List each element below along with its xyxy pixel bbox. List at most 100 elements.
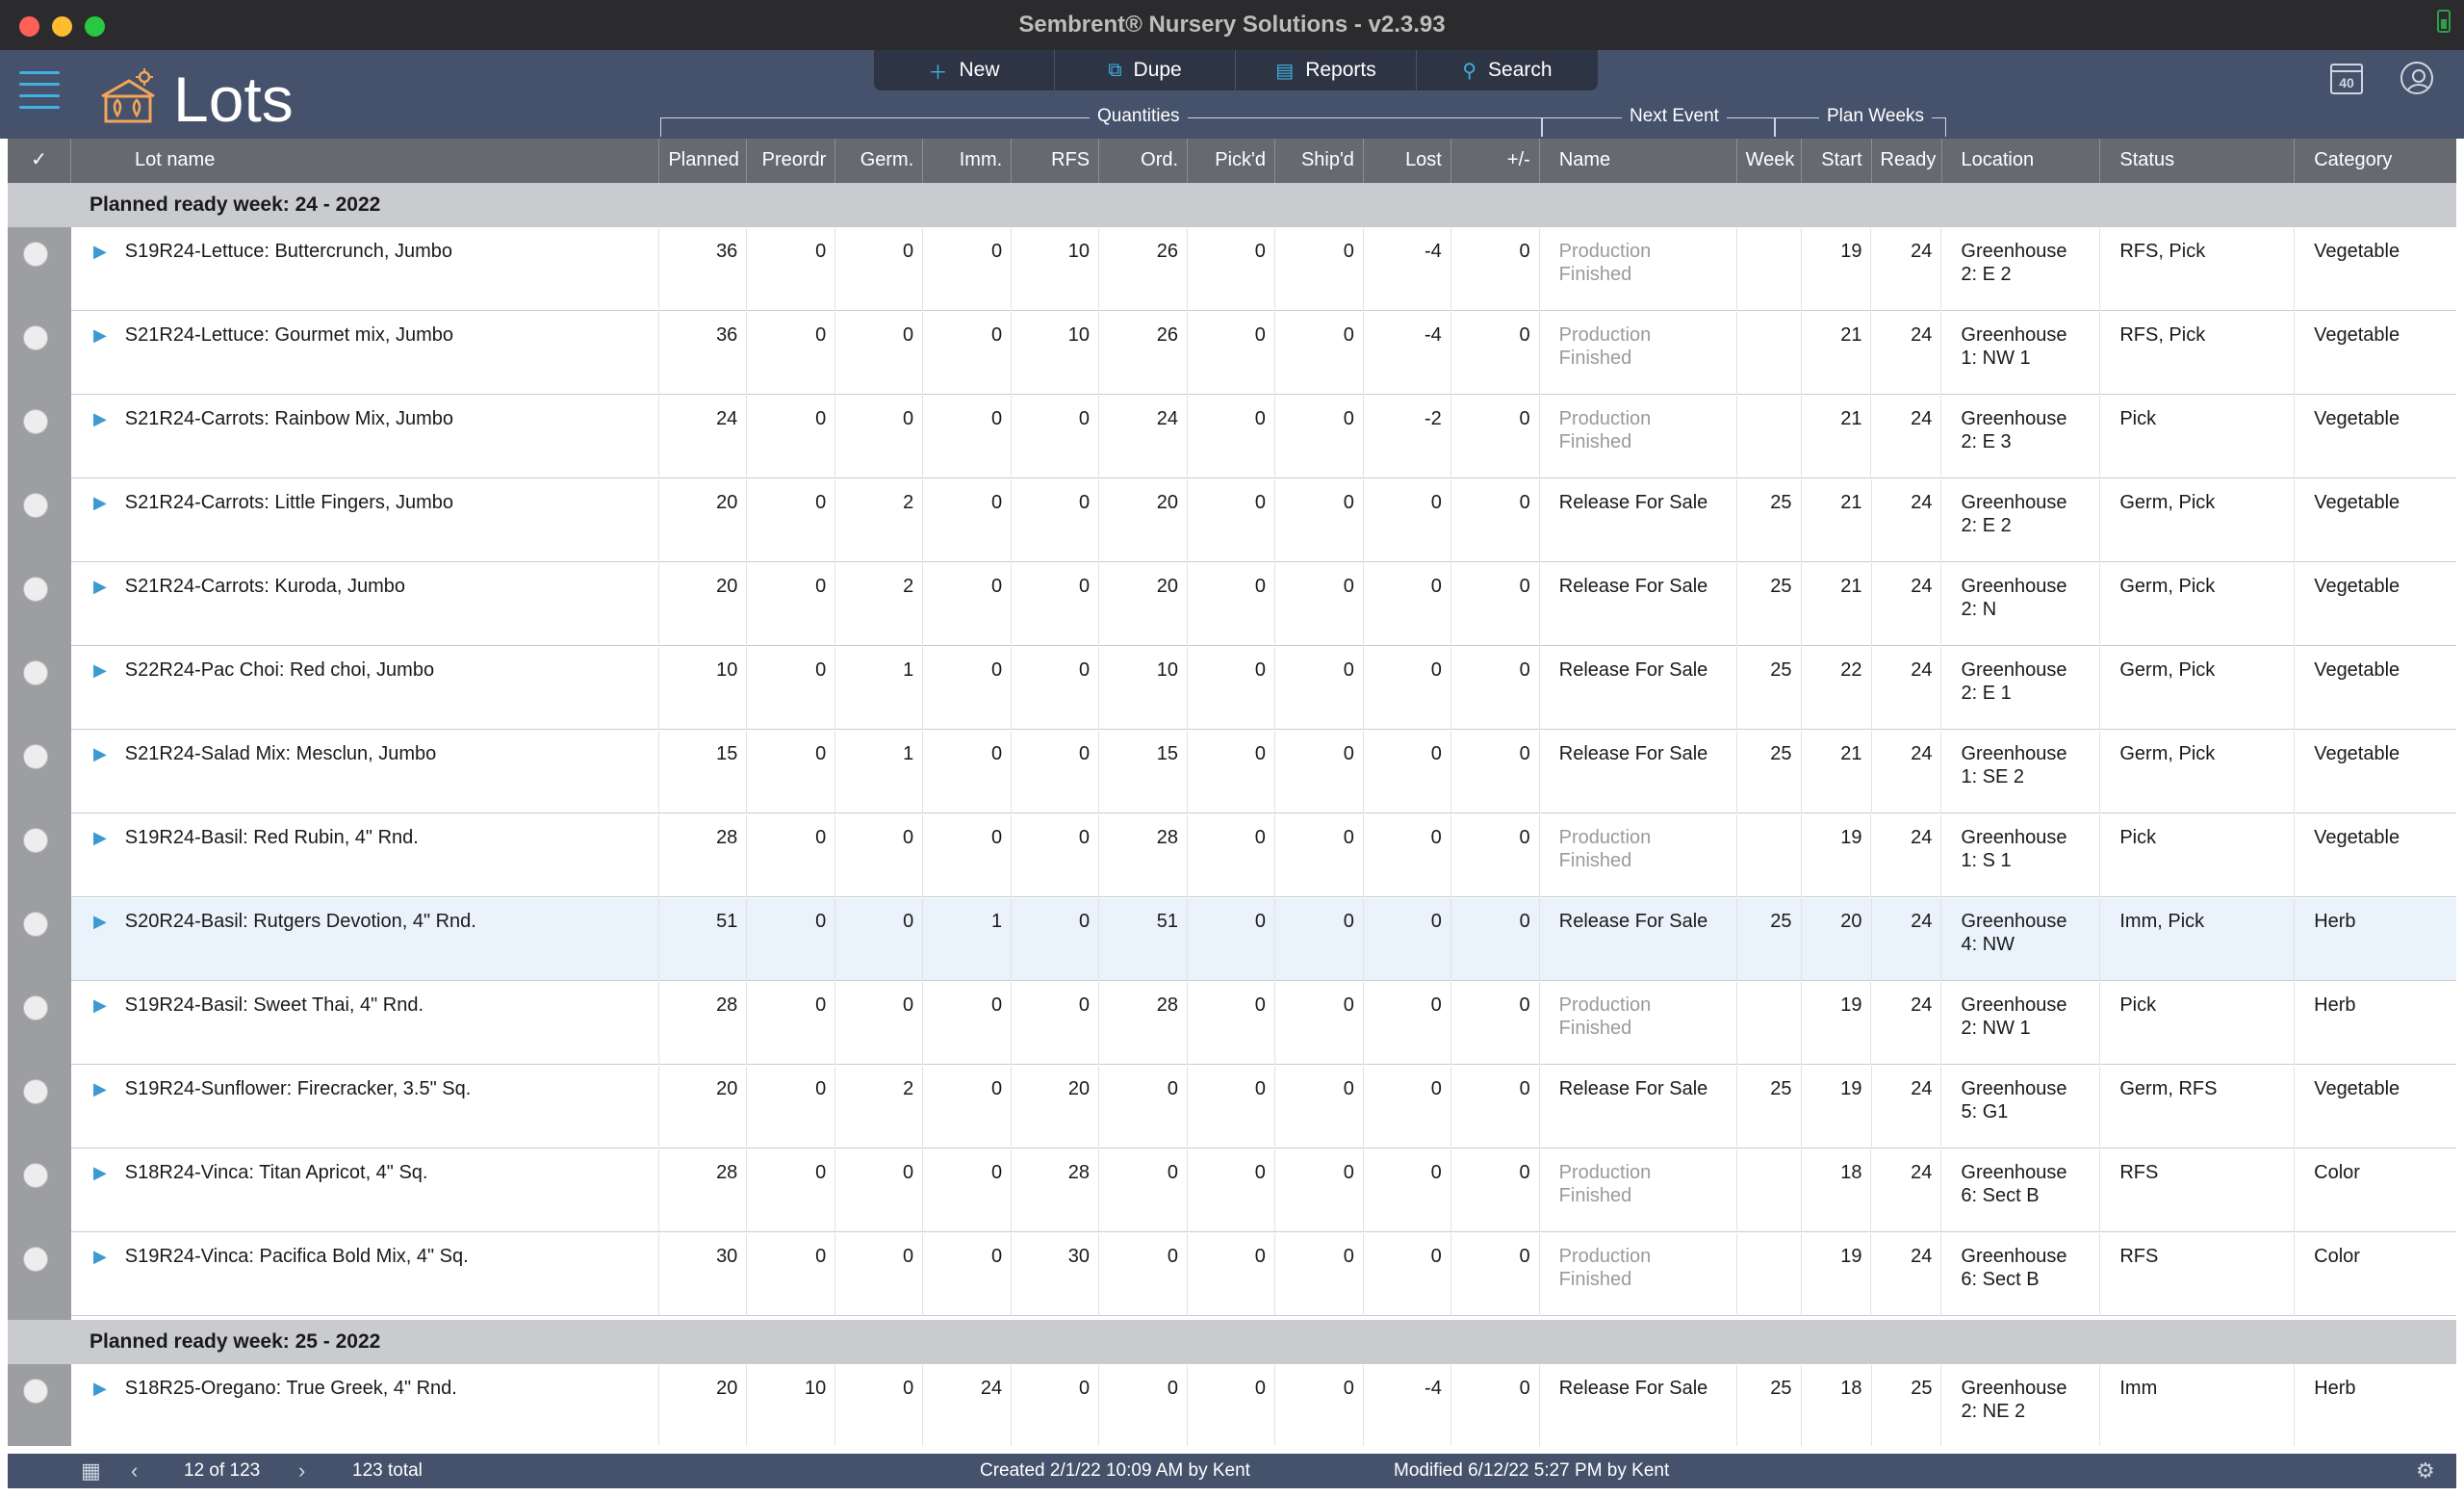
table-row[interactable]: ▶ S19R24-Vinca: Pacifica Bold Mix, 4" Sq.… xyxy=(8,1233,2456,1316)
next-record-icon[interactable]: › xyxy=(298,1458,306,1483)
column-preordr[interactable]: Preordr xyxy=(747,139,836,183)
lot-name-cell[interactable]: ▶ S22R24-Pac Choi: Red choi, Jumbo xyxy=(71,647,660,730)
column-planned[interactable]: Planned xyxy=(659,139,748,183)
column-event-name[interactable]: Name xyxy=(1540,139,1737,183)
row-select-radio[interactable] xyxy=(23,828,48,853)
column-imm[interactable]: Imm. xyxy=(923,139,1013,183)
location-cell: Greenhouse 2: E 2 xyxy=(1941,479,2101,562)
lot-name-cell[interactable]: ▶ S21R24-Carrots: Kuroda, Jumbo xyxy=(71,563,660,646)
lot-name-cell[interactable]: ▶ S21R24-Carrots: Rainbow Mix, Jumbo xyxy=(71,396,660,478)
expand-row-icon[interactable]: ▶ xyxy=(92,493,107,512)
expand-row-icon[interactable]: ▶ xyxy=(92,242,107,261)
table-row[interactable]: ▶ S21R24-Carrots: Little Fingers, Jumbo 20… xyxy=(8,479,2456,562)
column-germ[interactable]: Germ. xyxy=(835,139,924,183)
lot-name-cell[interactable]: ▶ S19R24-Vinca: Pacifica Bold Mix, 4" Sq. xyxy=(71,1233,660,1316)
expand-row-icon[interactable]: ▶ xyxy=(92,1163,107,1182)
row-select-radio[interactable] xyxy=(23,660,48,685)
search-button[interactable]: ⚲ Search xyxy=(1417,50,1598,90)
status-cell: Germ, Pick xyxy=(2100,479,2296,562)
previous-record-icon[interactable]: ‹ xyxy=(131,1458,139,1483)
calendar-icon[interactable]: 40 xyxy=(2330,64,2363,94)
expand-row-icon[interactable]: ▶ xyxy=(92,1379,107,1398)
lot-name-cell[interactable]: ▶ S18R25-Oregano: True Greek, 4" Rnd. xyxy=(71,1365,660,1446)
table-row[interactable]: ▶ S21R24-Carrots: Kuroda, Jumbo 20 0 2 0 0 20 0 0… xyxy=(8,563,2456,646)
table-row[interactable]: ▶ S19R24-Sunflower: Firecracker, 3.5" Sq.… xyxy=(8,1066,2456,1149)
table-view-icon[interactable]: ▦ xyxy=(81,1458,101,1483)
column-pickd[interactable]: Pick'd xyxy=(1188,139,1275,183)
status-cell: Germ, Pick xyxy=(2100,563,2296,646)
menu-icon[interactable] xyxy=(19,71,60,112)
expand-row-icon[interactable]: ▶ xyxy=(92,325,107,345)
lot-name-cell[interactable]: ▶ S19R24-Basil: Red Rubin, 4" Rnd. xyxy=(71,814,660,897)
user-account-icon[interactable] xyxy=(2400,62,2433,94)
table-row[interactable]: ▶ S22R24-Pac Choi: Red choi, Jumbo 10 0 1 0 0 1… xyxy=(8,647,2456,730)
reports-button[interactable]: ▤ Reports xyxy=(1236,50,1417,90)
row-select-radio[interactable] xyxy=(23,912,48,937)
location-cell: Greenhouse 5: G1 xyxy=(1941,1066,2101,1149)
row-select-radio[interactable] xyxy=(23,325,48,350)
lot-name-cell[interactable]: ▶ S21R24-Carrots: Little Fingers, Jumbo xyxy=(71,479,660,562)
row-select-radio[interactable] xyxy=(23,1379,48,1404)
row-select-radio[interactable] xyxy=(23,1163,48,1188)
qty-planned-cell: 30 xyxy=(659,1233,748,1316)
table-row[interactable]: ▶ S20R24-Basil: Rutgers Devotion, 4" Rnd.… xyxy=(8,898,2456,981)
lot-name-cell[interactable]: ▶ S20R24-Basil: Rutgers Devotion, 4" Rnd. xyxy=(71,898,660,981)
qty-lost-cell: -4 xyxy=(1364,1365,1451,1446)
row-select-radio[interactable] xyxy=(23,493,48,518)
expand-row-icon[interactable]: ▶ xyxy=(92,912,107,931)
table-row[interactable]: ▶ S19R24-Lettuce: Buttercrunch, Jumbo 36 0 0… xyxy=(8,228,2456,311)
row-select-radio[interactable] xyxy=(23,1079,48,1104)
expand-row-icon[interactable]: ▶ xyxy=(92,828,107,847)
expand-row-icon[interactable]: ▶ xyxy=(92,1079,107,1098)
lot-name-cell[interactable]: ▶ S19R24-Sunflower: Firecracker, 3.5" Sq. xyxy=(71,1066,660,1149)
column-lot-name[interactable]: Lot name xyxy=(71,139,660,183)
column-ord[interactable]: Ord. xyxy=(1099,139,1189,183)
row-select-radio[interactable] xyxy=(23,744,48,769)
dupe-button[interactable]: ⧉ Dupe xyxy=(1055,50,1236,90)
column-lost[interactable]: Lost xyxy=(1364,139,1451,183)
column-category[interactable]: Category xyxy=(2314,149,2393,170)
qty-pm-cell: 0 xyxy=(1451,396,1540,478)
table-row[interactable]: ▶ S18R25-Oregano: True Greek, 4" Rnd. 20 10… xyxy=(8,1365,2456,1446)
qty-rfs-cell: 0 xyxy=(1012,647,1100,730)
row-select-radio[interactable] xyxy=(23,1247,48,1272)
lot-name-cell[interactable]: ▶ S21R24-Lettuce: Gourmet mix, Jumbo xyxy=(71,312,660,395)
expand-row-icon[interactable]: ▶ xyxy=(92,1247,107,1266)
table-row[interactable]: ▶ S19R24-Basil: Red Rubin, 4" Rnd. 28 0 0 0 0 2… xyxy=(8,814,2456,897)
expand-row-icon[interactable]: ▶ xyxy=(92,577,107,596)
expand-row-icon[interactable]: ▶ xyxy=(92,744,107,763)
table-row[interactable]: ▶ S21R24-Carrots: Rainbow Mix, Jumbo 24 0 0 0… xyxy=(8,396,2456,478)
column-status[interactable]: Status xyxy=(2100,139,2296,183)
table-row[interactable]: ▶ S21R24-Lettuce: Gourmet mix, Jumbo 36 0 0 0… xyxy=(8,312,2456,395)
table-row[interactable]: ▶ S19R24-Basil: Sweet Thai, 4" Rnd. 28 0 0 0 0… xyxy=(8,982,2456,1065)
column-shipd[interactable]: Ship'd xyxy=(1275,139,1364,183)
lot-name-cell[interactable]: ▶ S19R24-Lettuce: Buttercrunch, Jumbo xyxy=(71,228,660,311)
table-row[interactable]: ▶ S18R24-Vinca: Titan Apricot, 4" Sq. 28 0 0… xyxy=(8,1149,2456,1232)
lot-name-cell[interactable]: ▶ S18R24-Vinca: Titan Apricot, 4" Sq. xyxy=(71,1149,660,1232)
lot-name-cell[interactable]: ▶ S21R24-Salad Mix: Mesclun, Jumbo xyxy=(71,731,660,813)
expand-row-icon[interactable]: ▶ xyxy=(92,409,107,428)
select-all-checkmark[interactable]: ✓ xyxy=(8,139,71,183)
table-row[interactable]: ▶ S21R24-Salad Mix: Mesclun, Jumbo 15 0 1 0 0 1… xyxy=(8,731,2456,813)
column-location[interactable]: Location xyxy=(1942,139,2101,183)
expand-row-icon[interactable]: ▶ xyxy=(92,995,107,1015)
qty-lost-cell: 0 xyxy=(1364,814,1451,897)
zoom-window-button[interactable] xyxy=(85,16,105,37)
new-button[interactable]: ＋ New xyxy=(874,50,1055,90)
column-start[interactable]: Start xyxy=(1802,139,1872,183)
lot-name-cell[interactable]: ▶ S19R24-Basil: Sweet Thai, 4" Rnd. xyxy=(71,982,660,1065)
expand-row-icon[interactable]: ▶ xyxy=(92,660,107,680)
minimize-window-button[interactable] xyxy=(52,16,72,37)
settings-gear-icon[interactable]: ⚙ xyxy=(2416,1458,2435,1483)
row-select-radio[interactable] xyxy=(23,577,48,602)
column-plus-minus[interactable]: +/- xyxy=(1451,139,1540,183)
row-select-radio[interactable] xyxy=(23,409,48,434)
close-window-button[interactable] xyxy=(19,16,39,37)
row-select-radio[interactable] xyxy=(23,995,48,1020)
next-event-name-cell: Production Finished xyxy=(1540,982,1737,1065)
quantities-group-label: Quantities xyxy=(1090,106,1188,127)
column-ready[interactable]: Ready xyxy=(1872,139,1942,183)
row-select-radio[interactable] xyxy=(23,242,48,267)
column-rfs[interactable]: RFS xyxy=(1012,139,1100,183)
column-week[interactable]: Week xyxy=(1737,139,1802,183)
